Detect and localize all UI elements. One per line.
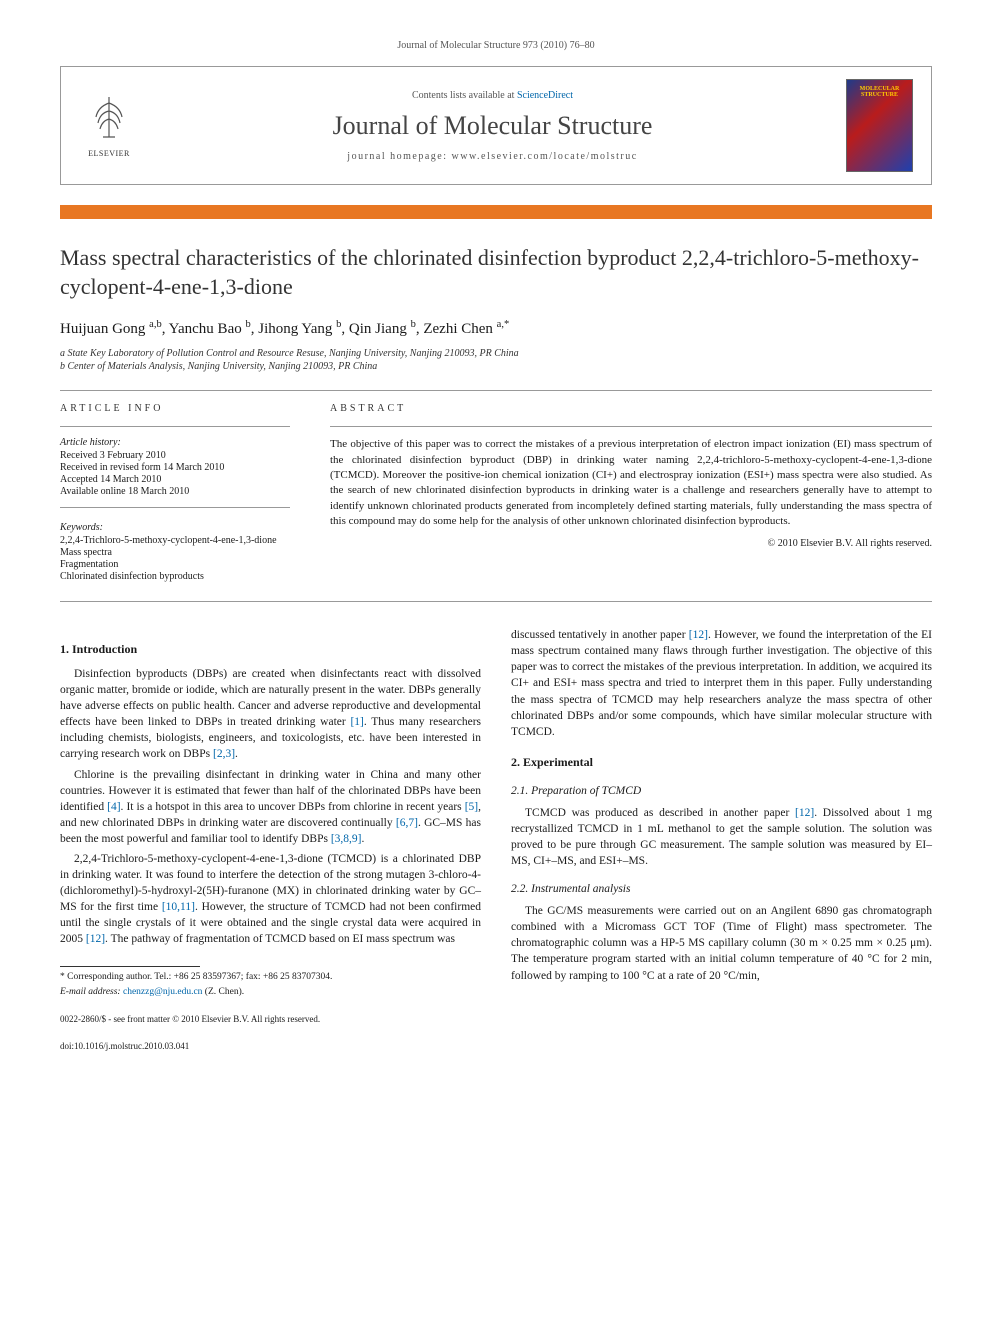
journal-cover-thumbnail: MOLECULAR STRUCTURE [846, 79, 913, 172]
prep-paragraph: TCMCD was produced as described in anoth… [511, 805, 932, 869]
history-label: Article history: [60, 437, 290, 448]
footnote-rule [60, 966, 200, 967]
corresponding-author: * Corresponding author. Tel.: +86 25 835… [60, 971, 481, 984]
keyword: Fragmentation [60, 559, 290, 570]
page: Journal of Molecular Structure 973 (2010… [0, 0, 992, 1092]
email-label: E-mail address: [60, 987, 121, 997]
left-column: 1. Introduction Disinfection byproducts … [60, 627, 481, 1052]
keyword: Mass spectra [60, 547, 290, 558]
abstract-column: ABSTRACT The objective of this paper was… [330, 403, 932, 583]
journal-header-box: ELSEVIER Contents lists available at Sci… [60, 66, 932, 185]
intro-paragraph: Chlorine is the prevailing disinfectant … [60, 767, 481, 847]
keyword: 2,2,4-Trichloro-5-methoxy-cyclopent-4-en… [60, 535, 290, 546]
header-center: Contents lists available at ScienceDirec… [159, 90, 826, 162]
abstract-text: The objective of this paper was to corre… [330, 437, 932, 529]
intro-paragraph: Disinfection byproducts (DBPs) are creat… [60, 666, 481, 763]
history-received: Received 3 February 2010 [60, 450, 290, 461]
affiliation-a: a State Key Laboratory of Pollution Cont… [60, 348, 932, 359]
article-title: Mass spectral characteristics of the chl… [60, 244, 932, 301]
contents-available-line: Contents lists available at ScienceDirec… [159, 90, 826, 101]
subsection-heading-prep: 2.1. Preparation of TCMCD [511, 783, 932, 799]
article-info-column: ARTICLE INFO Article history: Received 3… [60, 403, 290, 583]
divider [60, 390, 932, 391]
section-heading-experimental: 2. Experimental [511, 754, 932, 771]
copyright-line: © 2010 Elsevier B.V. All rights reserved… [330, 538, 932, 549]
section-heading-intro: 1. Introduction [60, 641, 481, 658]
body-columns: 1. Introduction Disinfection byproducts … [60, 627, 932, 1052]
right-column: discussed tentatively in another paper [… [511, 627, 932, 1052]
email-link[interactable]: chenzzg@nju.edu.cn [123, 987, 202, 997]
elsevier-tree-icon [88, 93, 130, 149]
journal-homepage[interactable]: journal homepage: www.elsevier.com/locat… [159, 151, 826, 162]
email-person: (Z. Chen). [205, 987, 244, 997]
elsevier-logo: ELSEVIER [79, 91, 139, 161]
keyword: Chlorinated disinfection byproducts [60, 571, 290, 582]
cover-title: MOLECULAR STRUCTURE [847, 86, 912, 98]
sciencedirect-link[interactable]: ScienceDirect [517, 90, 573, 101]
journal-reference: Journal of Molecular Structure 973 (2010… [60, 40, 932, 51]
divider [60, 601, 932, 602]
intro-paragraph-cont: discussed tentatively in another paper [… [511, 627, 932, 740]
corresponding-email: E-mail address: chenzzg@nju.edu.cn (Z. C… [60, 986, 481, 999]
orange-divider-bar [60, 205, 932, 219]
affiliation-b: b Center of Materials Analysis, Nanjing … [60, 361, 932, 372]
elsevier-text: ELSEVIER [88, 149, 130, 158]
journal-name: Journal of Molecular Structure [159, 111, 826, 141]
subsection-heading-instr: 2.2. Instrumental analysis [511, 881, 932, 897]
instr-paragraph: The GC/MS measurements were carried out … [511, 903, 932, 983]
keywords-label: Keywords: [60, 522, 290, 533]
history-online: Available online 18 March 2010 [60, 486, 290, 497]
article-info-heading: ARTICLE INFO [60, 403, 290, 414]
contents-pre: Contents lists available at [412, 90, 517, 101]
doi-line: doi:10.1016/j.molstruc.2010.03.041 [60, 1040, 481, 1053]
front-matter-line: 0022-2860/$ - see front matter © 2010 El… [60, 1013, 481, 1026]
intro-paragraph: 2,2,4-Trichloro-5-methoxy-cyclopent-4-en… [60, 851, 481, 948]
history-revised: Received in revised form 14 March 2010 [60, 462, 290, 473]
keywords-block: Keywords: 2,2,4-Trichloro-5-methoxy-cycl… [60, 522, 290, 582]
author-list: Huijuan Gong a,b, Yanchu Bao b, Jihong Y… [60, 319, 932, 338]
history-accepted: Accepted 14 March 2010 [60, 474, 290, 485]
article-meta-row: ARTICLE INFO Article history: Received 3… [60, 403, 932, 583]
abstract-heading: ABSTRACT [330, 403, 932, 414]
